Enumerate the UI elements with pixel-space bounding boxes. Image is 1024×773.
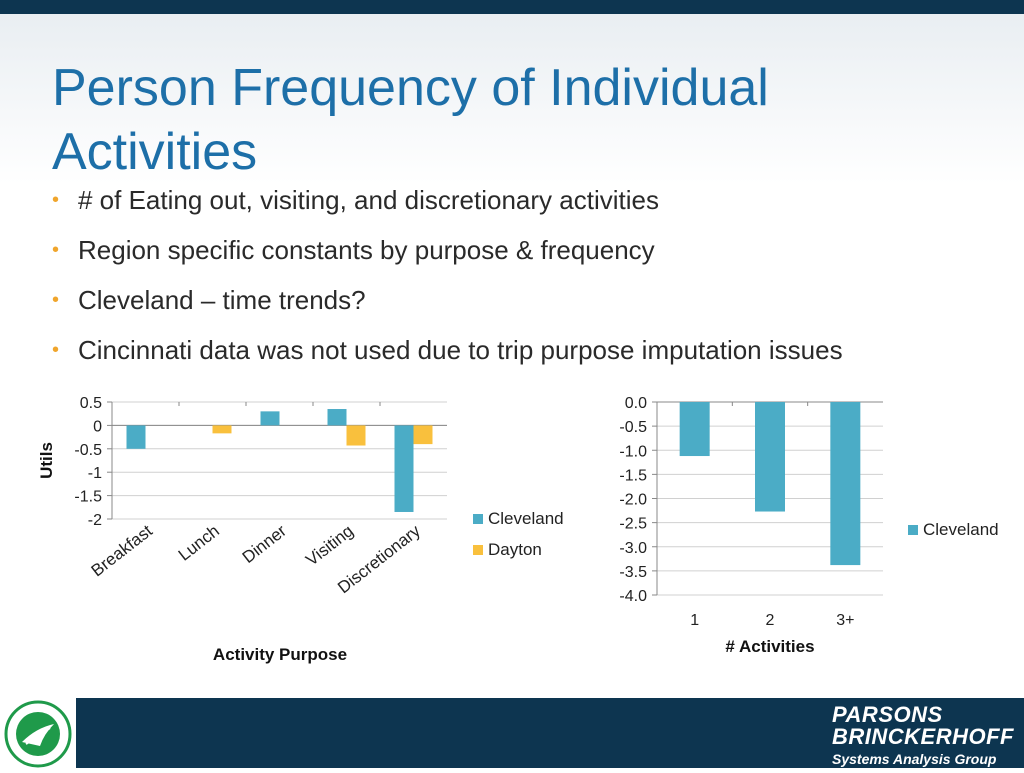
bullet-text: # of Eating out, visiting, and discretio…	[78, 185, 659, 215]
bullet-text: Region specific constants by purpose & f…	[78, 235, 655, 265]
bar-cleveland	[755, 402, 785, 512]
bullet-text: Cleveland – time trends?	[78, 285, 366, 315]
y-tick-label: -0.5	[74, 442, 102, 459]
y-tick-label: -1.5	[619, 467, 647, 484]
bar-dayton	[346, 425, 366, 446]
y-tick-label: 0	[93, 418, 102, 435]
x-tick-label: Breakfast	[88, 521, 157, 580]
legend-label: Cleveland	[488, 509, 564, 528]
bullet-icon: •	[52, 239, 60, 261]
bar-cleveland	[327, 409, 347, 426]
x-tick-label: Lunch	[175, 521, 223, 564]
y-tick-label: -4.0	[619, 588, 647, 605]
parsons-brinckerhoff-logo: PARSONS BRINCKERHOFF Systems Analysis Gr…	[832, 704, 1014, 768]
x-tick-label: Visiting	[302, 521, 357, 570]
bullet-icon: •	[52, 289, 60, 311]
bullet-item: • Cincinnati data was not used due to tri…	[52, 332, 843, 382]
footer-bar: PARSONS BRINCKERHOFF Systems Analysis Gr…	[0, 698, 1024, 768]
x-tick-label: Dinner	[239, 521, 290, 567]
brand-line-1: PARSONS	[832, 702, 943, 727]
y-tick-label: -1.5	[74, 489, 102, 506]
top-band	[0, 0, 1024, 14]
activities-count-chart: 0.0 -0.5 -1.0 -1.5 -2.0 -2.5 -3.0 -3.5 -4.0 1 2 3+ #…	[619, 395, 999, 656]
bar-dayton	[212, 425, 232, 434]
bar-cleveland	[126, 425, 146, 449]
bar-cleveland	[260, 411, 280, 426]
brand-line-3: Systems Analysis Group	[832, 751, 997, 767]
odot-seal	[0, 698, 76, 768]
bar-cleveland	[679, 402, 710, 457]
x-tick-label: 2	[766, 612, 775, 629]
bar-cleveland	[830, 402, 861, 566]
y-tick-label: -2.5	[619, 516, 647, 533]
y-tick-label: -2	[88, 512, 102, 529]
legend-label: Cleveland	[923, 520, 999, 539]
legend-label: Dayton	[488, 540, 542, 559]
bullet-item: • Region specific constants by purpose & …	[52, 232, 843, 282]
y-tick-label: -1	[88, 465, 102, 482]
bullet-item: • # of Eating out, visiting, and discreti…	[52, 182, 843, 232]
legend-swatch	[473, 545, 483, 555]
bullet-text: Cincinnati data was not used due to trip…	[78, 335, 843, 365]
bullet-icon: •	[52, 189, 60, 211]
bar-cleveland	[394, 425, 414, 512]
y-tick-label: -2.0	[619, 492, 647, 509]
y-tick-label: -1.0	[619, 443, 647, 460]
odot-seal-icon	[4, 700, 72, 768]
y-tick-label: -0.5	[619, 419, 647, 436]
bullet-list: • # of Eating out, visiting, and discreti…	[52, 182, 843, 382]
y-axis-title: Utils	[37, 442, 56, 479]
bullet-item: • Cleveland – time trends?	[52, 282, 843, 332]
x-tick-label: 3+	[836, 612, 854, 629]
y-tick-label: -3.5	[619, 564, 647, 581]
header-background	[0, 14, 1024, 184]
brand-line-2: BRINCKERHOFF	[832, 724, 1014, 749]
legend-swatch	[908, 525, 918, 535]
y-tick-label: 0.0	[625, 395, 647, 412]
x-axis-title: # Activities	[725, 637, 814, 656]
x-axis-title: Activity Purpose	[213, 645, 347, 664]
bullet-icon: •	[52, 339, 60, 361]
y-tick-label: -3.0	[619, 540, 647, 557]
x-tick-label: 1	[690, 612, 699, 629]
slide-title: Person Frequency of Individual Activitie…	[52, 59, 769, 181]
bar-dayton	[413, 425, 433, 445]
legend-swatch	[473, 514, 483, 524]
y-tick-label: 0.5	[80, 395, 102, 412]
